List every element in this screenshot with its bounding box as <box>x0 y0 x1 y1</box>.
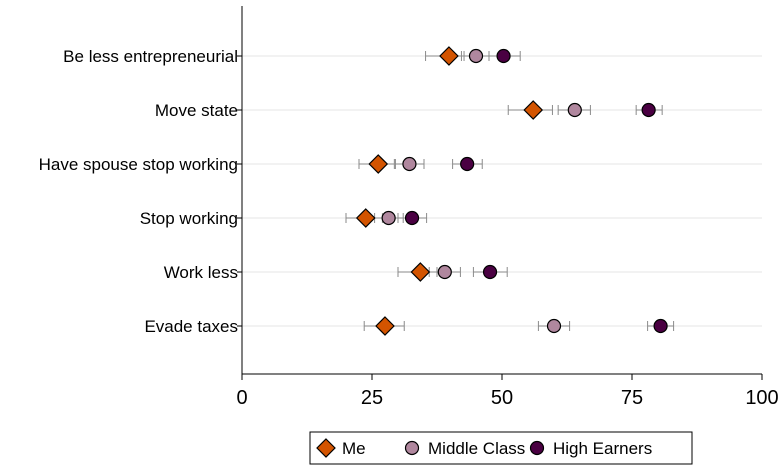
marker-high-earners <box>653 318 668 334</box>
marker-high-earners <box>460 156 475 172</box>
marker-me <box>375 316 395 336</box>
category-labels: Be less entrepreneurial Move state Have sp… <box>39 47 238 336</box>
x-tick-label: 50 <box>491 387 513 409</box>
gridlines <box>242 55 762 327</box>
category-label: Stop working <box>140 209 238 228</box>
category-label: Work less <box>164 263 238 282</box>
x-tick-label: 75 <box>621 387 643 409</box>
x-tick-label: 25 <box>361 387 383 409</box>
marker-me <box>368 154 389 174</box>
marker-middle-class <box>437 264 452 280</box>
data-markers <box>355 46 668 336</box>
legend-marker-middle-class <box>404 440 420 456</box>
legend-label-me: Me <box>342 439 366 458</box>
marker-high-earners <box>482 264 498 280</box>
legend-label-high-earners: High Earners <box>553 439 652 458</box>
x-tick-labels: 0 25 50 75 100 <box>236 387 778 409</box>
marker-me <box>523 100 544 120</box>
x-tick-label: 0 <box>236 387 247 409</box>
legend-label-middle-class: Middle Class <box>428 439 525 458</box>
category-label: Be less entrepreneurial <box>63 47 238 66</box>
marker-high-earners <box>496 48 511 64</box>
marker-middle-class <box>567 102 582 118</box>
legend-marker-me <box>316 438 336 458</box>
marker-me <box>355 208 376 228</box>
legend: Me Middle Class High Earners <box>309 431 693 465</box>
confidence-intervals <box>345 51 675 331</box>
category-label: Evade taxes <box>144 317 238 336</box>
marker-middle-class <box>402 156 417 172</box>
marker-middle-class <box>468 48 484 64</box>
category-label: Have spouse stop working <box>39 155 238 174</box>
x-tick-label: 100 <box>745 387 778 409</box>
legend-box <box>309 431 693 465</box>
marker-high-earners <box>641 102 656 118</box>
marker-middle-class <box>381 210 396 226</box>
axes <box>237 6 763 380</box>
category-label: Move state <box>155 101 238 120</box>
marker-me <box>410 262 431 282</box>
marker-middle-class <box>546 318 562 334</box>
marker-me <box>439 46 459 66</box>
legend-marker-high-earners <box>529 440 545 456</box>
marker-high-earners <box>404 210 420 226</box>
